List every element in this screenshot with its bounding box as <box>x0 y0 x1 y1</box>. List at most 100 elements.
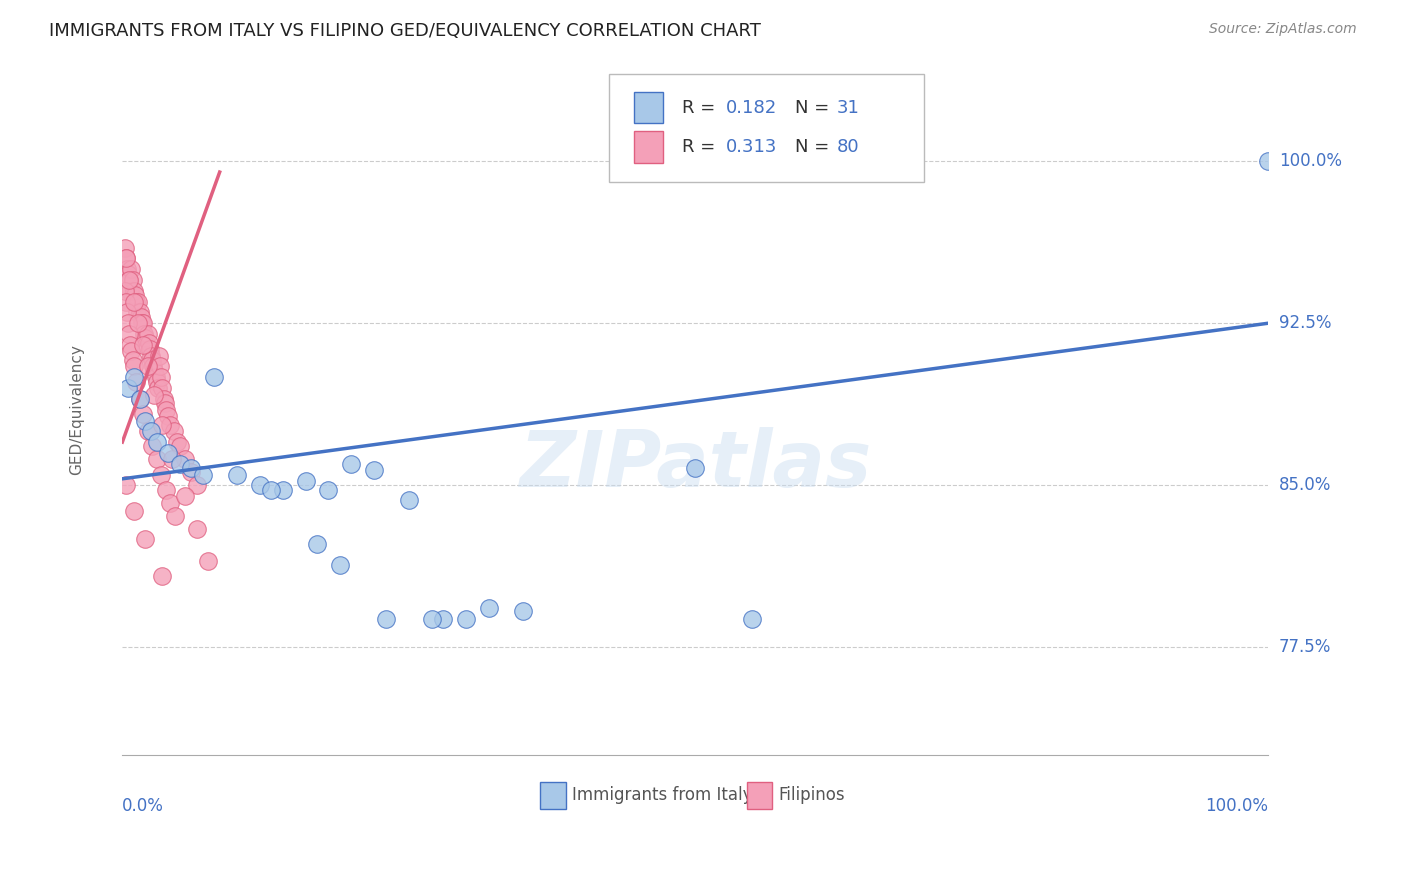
Point <box>141 353 163 368</box>
Point <box>145 452 167 467</box>
Point <box>142 359 165 374</box>
Point <box>132 407 155 421</box>
Point <box>127 294 149 309</box>
Point <box>136 425 159 439</box>
Text: 85.0%: 85.0% <box>1279 476 1331 494</box>
Point <box>152 392 174 406</box>
Point <box>143 387 166 401</box>
Point <box>120 284 142 298</box>
Point <box>122 359 145 374</box>
Text: N =: N = <box>794 99 835 117</box>
Point <box>150 467 173 482</box>
Point <box>118 273 141 287</box>
Point <box>454 612 477 626</box>
Point <box>141 439 163 453</box>
Text: 0.0%: 0.0% <box>122 797 165 814</box>
Point <box>121 353 143 368</box>
Point <box>329 558 352 573</box>
Text: Filipinos: Filipinos <box>779 787 845 805</box>
Point <box>294 474 316 488</box>
Point <box>180 461 202 475</box>
Point <box>118 273 141 287</box>
Text: 92.5%: 92.5% <box>1279 314 1331 333</box>
Point <box>225 467 247 482</box>
Point <box>249 478 271 492</box>
Point <box>132 316 155 330</box>
Text: 0.313: 0.313 <box>725 138 778 156</box>
Point <box>420 612 443 626</box>
Point <box>432 612 454 626</box>
Point <box>683 461 706 475</box>
Point <box>363 463 385 477</box>
Point <box>132 338 155 352</box>
Text: ZIPatlas: ZIPatlas <box>519 427 872 503</box>
Point <box>114 284 136 298</box>
Point <box>197 554 219 568</box>
Point <box>128 305 150 319</box>
Text: 31: 31 <box>837 99 860 117</box>
Point <box>153 396 176 410</box>
Point <box>121 273 143 287</box>
Point <box>122 294 145 309</box>
Point <box>174 452 197 467</box>
Point <box>145 375 167 389</box>
Point <box>138 335 160 350</box>
Point <box>143 364 166 378</box>
Point <box>114 294 136 309</box>
Point <box>152 417 174 432</box>
Point <box>305 536 328 550</box>
Point <box>128 392 150 406</box>
Point <box>202 370 225 384</box>
FancyBboxPatch shape <box>634 92 664 123</box>
Point <box>127 305 149 319</box>
Point <box>1257 154 1279 169</box>
Point <box>118 327 141 342</box>
Point <box>148 349 170 363</box>
Point <box>398 493 420 508</box>
Point <box>134 533 156 547</box>
Point <box>260 483 283 497</box>
Point <box>152 569 174 583</box>
Point <box>125 294 148 309</box>
Point <box>124 288 146 302</box>
Point <box>139 349 162 363</box>
Point <box>134 413 156 427</box>
Point <box>115 262 138 277</box>
Text: 0.182: 0.182 <box>725 99 778 117</box>
Point <box>145 435 167 450</box>
Point <box>191 467 214 482</box>
Point <box>125 375 148 389</box>
Point <box>340 457 363 471</box>
Text: GED/Equivalency: GED/Equivalency <box>69 344 84 475</box>
Point <box>159 417 181 432</box>
Text: 100.0%: 100.0% <box>1279 153 1341 170</box>
Point <box>122 370 145 384</box>
Point <box>163 425 186 439</box>
FancyBboxPatch shape <box>747 782 772 808</box>
Point <box>121 262 143 277</box>
Point <box>121 344 143 359</box>
Point <box>149 359 172 374</box>
Text: 77.5%: 77.5% <box>1279 639 1331 657</box>
Point <box>186 522 208 536</box>
Point <box>128 392 150 406</box>
Point <box>152 381 174 395</box>
Text: 80: 80 <box>837 138 859 156</box>
Point <box>169 457 191 471</box>
FancyBboxPatch shape <box>609 74 924 182</box>
Point <box>131 316 153 330</box>
Point <box>271 483 294 497</box>
Text: 100.0%: 100.0% <box>1205 797 1268 814</box>
Point <box>114 252 136 266</box>
Point <box>120 338 142 352</box>
Point <box>186 478 208 492</box>
FancyBboxPatch shape <box>634 131 664 162</box>
Point <box>478 601 501 615</box>
Point <box>127 316 149 330</box>
Point <box>122 284 145 298</box>
Point <box>115 305 138 319</box>
Point <box>114 252 136 266</box>
Point <box>136 359 159 374</box>
Text: R =: R = <box>682 99 721 117</box>
Point <box>155 483 177 497</box>
